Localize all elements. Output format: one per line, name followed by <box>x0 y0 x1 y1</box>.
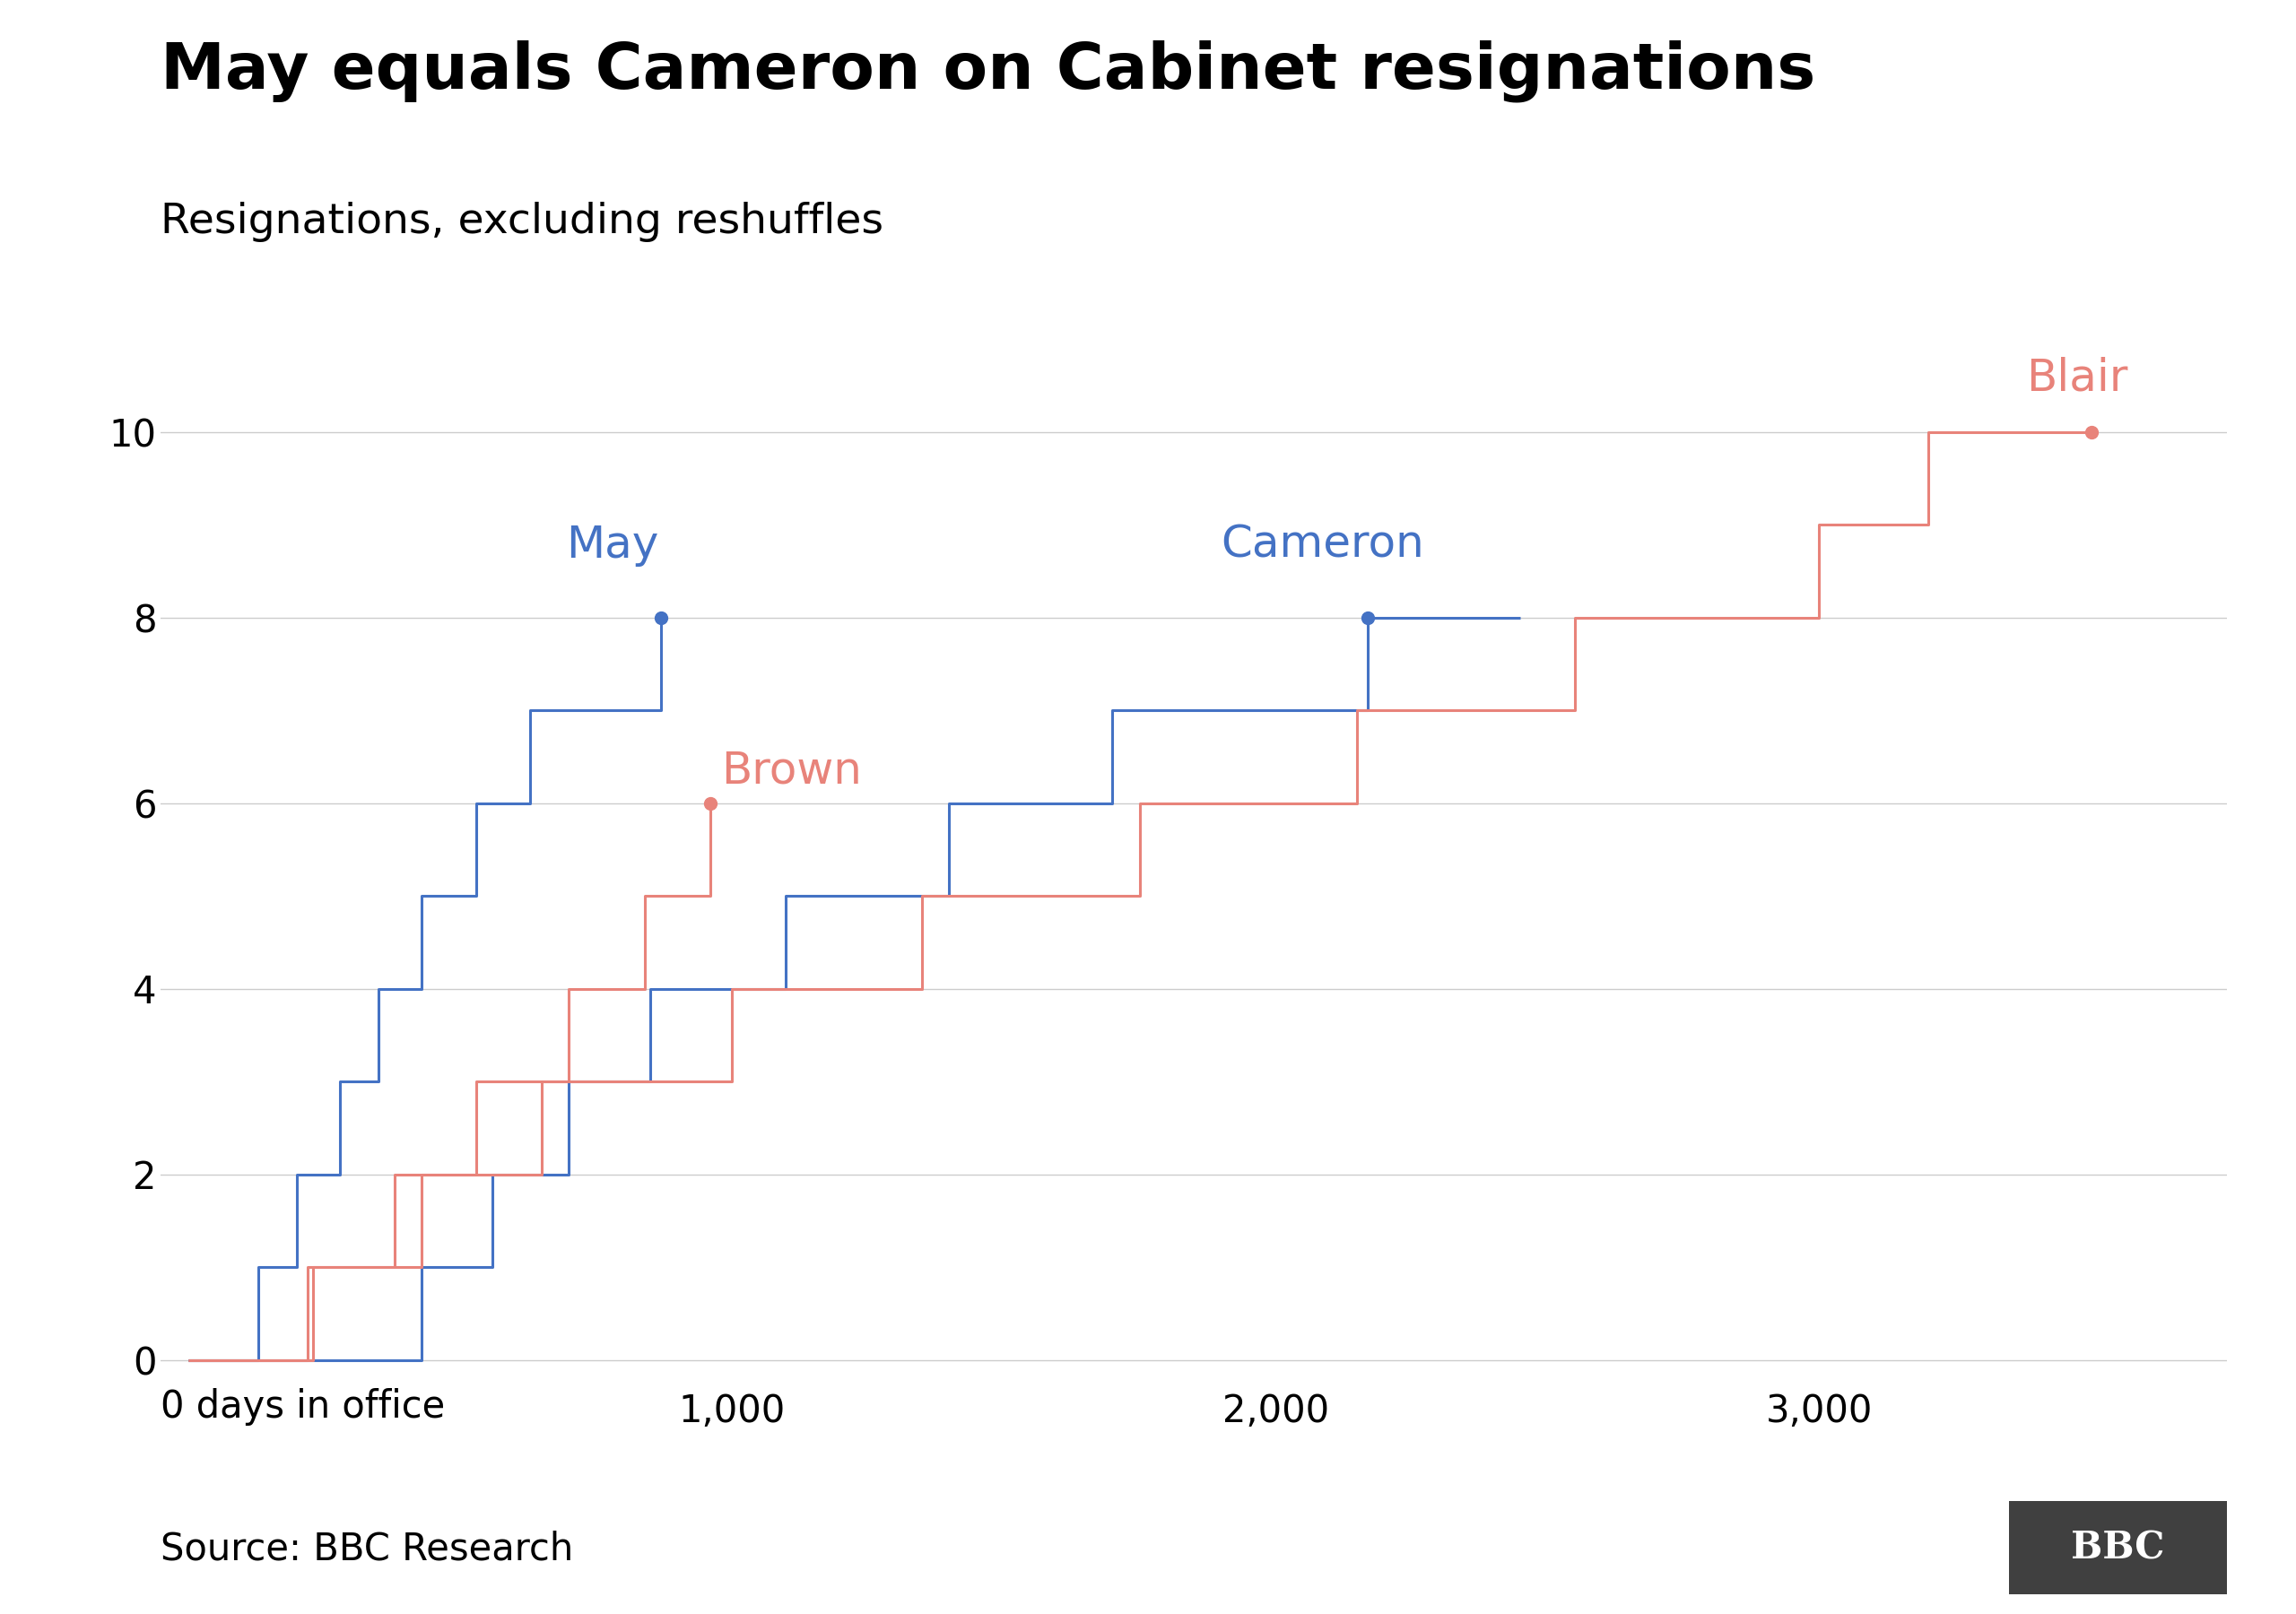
Text: Resignations, excluding reshuffles: Resignations, excluding reshuffles <box>161 202 884 242</box>
Text: May equals Cameron on Cabinet resignations: May equals Cameron on Cabinet resignatio… <box>161 40 1816 103</box>
Text: Blair: Blair <box>2025 357 2128 399</box>
Text: May: May <box>565 523 659 567</box>
Text: BBC: BBC <box>2071 1528 2165 1567</box>
Text: Cameron: Cameron <box>1221 523 1424 567</box>
Text: Brown: Brown <box>721 749 861 792</box>
Text: 0 days in office: 0 days in office <box>161 1388 445 1425</box>
Text: Source: BBC Research: Source: BBC Research <box>161 1530 574 1569</box>
